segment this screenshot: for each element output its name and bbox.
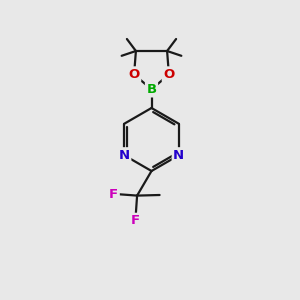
Text: B: B [146,83,157,96]
Text: F: F [131,214,140,227]
Text: N: N [119,149,130,162]
Text: F: F [109,188,118,201]
Text: N: N [173,149,184,162]
Text: O: O [163,68,175,81]
Text: O: O [128,68,140,81]
